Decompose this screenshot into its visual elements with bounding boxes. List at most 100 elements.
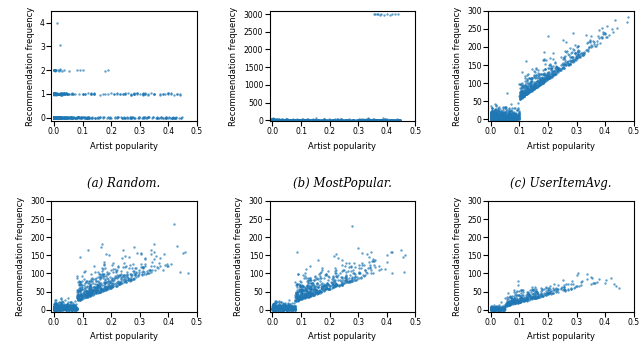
Point [79, 290, 89, 296]
Point [505, 114, 515, 120]
Point [268, 117, 278, 123]
Point [572, 273, 582, 278]
Point [505, 302, 515, 307]
Point [486, 307, 497, 313]
Point [271, 306, 281, 312]
Point [144, 114, 154, 120]
Point [547, 74, 557, 79]
Point [268, 306, 278, 311]
Point [49, 297, 60, 303]
Point [49, 115, 60, 121]
Point [268, 302, 278, 308]
Point [496, 113, 506, 118]
Point [487, 114, 497, 119]
Point [52, 305, 63, 311]
Point [565, 286, 575, 292]
Point [269, 117, 279, 123]
Point [348, 223, 358, 229]
Point [503, 116, 513, 122]
Point [356, 117, 366, 123]
Point [117, 255, 127, 261]
Point [506, 115, 516, 121]
Point [527, 75, 538, 80]
Point [504, 116, 515, 122]
Point [367, 116, 378, 122]
Point [297, 117, 307, 123]
Point [329, 117, 339, 122]
Point [126, 274, 136, 280]
Point [143, 91, 154, 96]
Point [550, 65, 561, 70]
Point [63, 306, 73, 312]
Point [551, 64, 561, 69]
Point [295, 284, 305, 290]
Point [143, 114, 154, 120]
Point [487, 115, 497, 121]
Point [495, 306, 505, 312]
Point [303, 290, 314, 295]
Point [550, 288, 561, 293]
Point [511, 116, 522, 121]
Point [303, 117, 314, 123]
Point [494, 307, 504, 313]
Point [53, 306, 63, 312]
Point [492, 304, 502, 310]
Point [340, 117, 350, 123]
Point [80, 115, 90, 120]
Point [278, 307, 288, 312]
Point [520, 79, 530, 84]
Point [506, 112, 516, 117]
Point [492, 112, 502, 117]
Point [489, 307, 499, 312]
Point [491, 108, 501, 113]
Point [318, 283, 328, 289]
Point [268, 117, 278, 123]
Point [560, 53, 570, 58]
Point [489, 307, 499, 313]
Point [319, 288, 329, 294]
Point [281, 303, 291, 308]
Point [573, 52, 583, 57]
Point [269, 304, 280, 309]
Point [108, 278, 118, 283]
Point [86, 278, 96, 284]
Point [268, 117, 278, 122]
Point [102, 271, 112, 277]
Point [52, 115, 63, 120]
Point [60, 114, 70, 120]
Point [269, 116, 279, 122]
Point [328, 117, 339, 123]
Point [273, 306, 283, 312]
Point [502, 116, 513, 121]
Point [307, 280, 317, 286]
Point [293, 289, 303, 295]
Point [128, 276, 138, 281]
Point [70, 115, 81, 121]
Point [268, 117, 278, 123]
Point [305, 275, 316, 280]
Point [52, 305, 63, 311]
Point [55, 114, 65, 120]
Point [268, 117, 278, 123]
Point [291, 294, 301, 300]
Point [118, 115, 129, 121]
Point [269, 306, 280, 312]
Point [498, 114, 508, 120]
Point [55, 303, 65, 309]
Point [268, 117, 278, 123]
Point [53, 307, 63, 312]
Point [140, 91, 150, 96]
Point [564, 61, 575, 67]
Point [87, 289, 97, 294]
Point [60, 307, 70, 312]
Point [522, 84, 532, 90]
Point [68, 305, 79, 311]
Point [268, 117, 278, 123]
Y-axis label: Recommendation frequency: Recommendation frequency [16, 196, 25, 316]
Point [516, 92, 526, 97]
Point [140, 261, 150, 267]
Point [70, 306, 81, 312]
Point [312, 281, 322, 287]
Point [286, 304, 296, 310]
Point [503, 300, 513, 306]
